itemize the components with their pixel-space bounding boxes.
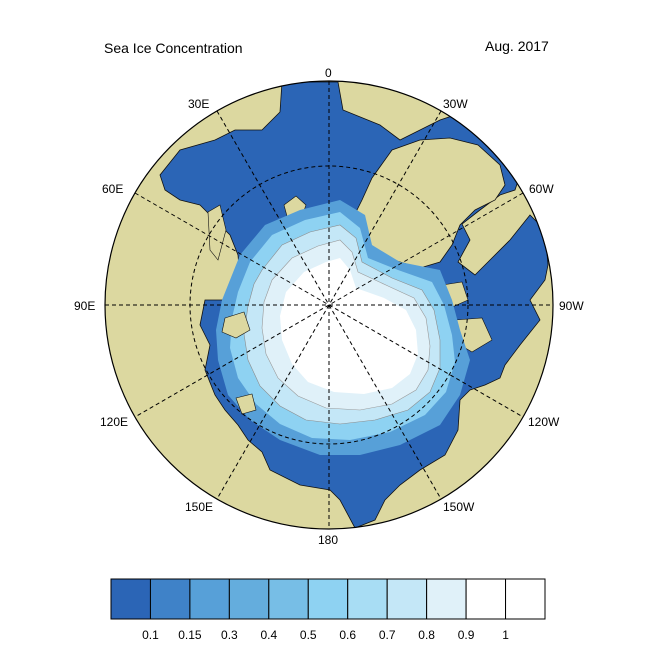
colorbar-tick-label: 0.7 — [378, 628, 396, 642]
colorbar-tick-label: 0.1 — [142, 628, 159, 642]
colorbar-swatch — [189, 578, 230, 620]
colorbar-tick-label: 0.6 — [339, 628, 357, 642]
ice-contour-2 — [261, 239, 431, 411]
graticule — [105, 81, 553, 529]
colorbar-swatch — [268, 578, 309, 620]
colorbar-tick-label: 0.15 — [178, 628, 202, 642]
map-title: Sea Ice Concentration — [104, 40, 243, 56]
lon-label-30e: 30E — [188, 97, 210, 111]
novaya-zemlya — [207, 204, 227, 261]
map-border — [104, 80, 554, 530]
colorbar-swatch — [386, 578, 428, 620]
colorbar-swatch — [426, 578, 467, 620]
lon-label-120w: 120W — [528, 415, 560, 429]
colorbar-tick-label: 0.5 — [299, 628, 317, 642]
lon-label-30w: 30W — [443, 97, 468, 111]
colorbar-tick-label: 0.4 — [260, 628, 278, 642]
lon-label-90w: 90W — [559, 299, 584, 313]
ice-band-1.0 — [280, 258, 418, 394]
colorbar-swatch — [110, 578, 151, 620]
lon-label-150e: 150E — [185, 500, 214, 514]
lon-label-0: 0 — [325, 66, 332, 80]
colorbar-tick-label: 0.9 — [457, 628, 475, 642]
colorbar-tick-label: 0.3 — [221, 628, 238, 642]
colorbar-swatch — [307, 578, 349, 620]
colorbar-swatch — [149, 578, 191, 620]
map-date: Aug. 2017 — [485, 38, 549, 54]
colorbar-swatch — [228, 578, 270, 620]
lon-label-180: 180 — [318, 533, 339, 547]
lon-label-60e: 60E — [102, 182, 124, 196]
colorbar-tick-label: 0.8 — [418, 628, 435, 642]
land-new-siberian-islands — [235, 393, 257, 415]
colorbar-swatch — [505, 578, 546, 620]
lon-label-60w: 60W — [529, 182, 554, 196]
land-severnaya-zemlya — [221, 311, 251, 339]
ice-contour-1 — [243, 224, 441, 425]
colorbar — [110, 578, 546, 620]
lon-label-150w: 150W — [443, 500, 475, 514]
lon-label-120e: 120E — [100, 415, 129, 429]
colorbar-swatch — [465, 578, 507, 620]
lon-label-90e: 90E — [74, 299, 96, 313]
colorbar-tick-label: 1 — [502, 628, 509, 642]
colorbar-swatch — [347, 578, 388, 620]
